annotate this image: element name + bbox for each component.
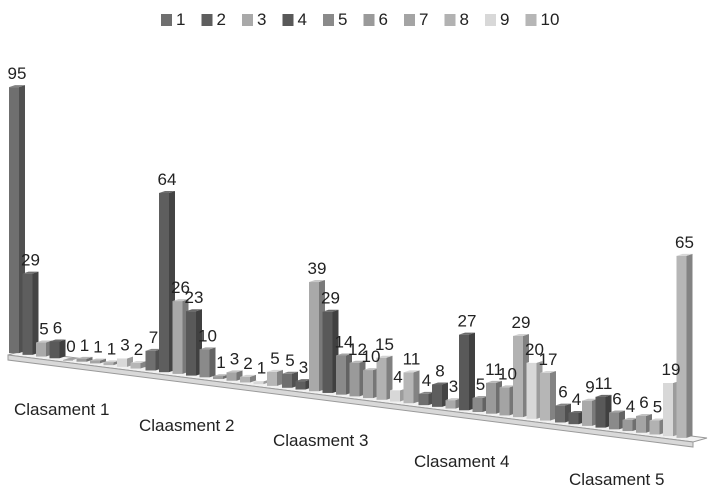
value-label-7-5: 6 bbox=[639, 393, 648, 412]
value-label-7-3: 10 bbox=[362, 347, 381, 366]
value-label-5-4: 5 bbox=[476, 375, 485, 394]
bar-10-4 bbox=[540, 370, 556, 421]
bar-10-5 bbox=[676, 253, 693, 438]
value-label-5-5: 6 bbox=[612, 390, 621, 409]
bar-4-1 bbox=[49, 339, 66, 359]
value-label-8-3: 15 bbox=[375, 335, 394, 354]
value-label-6-5: 4 bbox=[626, 397, 635, 416]
value-label-3-4: 3 bbox=[449, 377, 458, 396]
value-label-7-4: 10 bbox=[498, 364, 517, 383]
legend-swatch-8 bbox=[444, 14, 456, 26]
value-label-2-3: 3 bbox=[299, 358, 308, 377]
bar-6-1 bbox=[76, 356, 93, 362]
value-label-10-5: 65 bbox=[675, 233, 694, 252]
value-label-8-5: 5 bbox=[653, 397, 662, 416]
legend-swatch-5 bbox=[323, 14, 334, 26]
category-label-2: Claasment 2 bbox=[139, 416, 234, 435]
value-label-6-1: 1 bbox=[80, 336, 89, 355]
value-label-8-2: 2 bbox=[243, 354, 252, 373]
value-label-2-4: 8 bbox=[435, 361, 444, 380]
value-label-5-3: 14 bbox=[335, 332, 354, 351]
value-label-3-3: 39 bbox=[308, 259, 327, 278]
value-label-1-4: 4 bbox=[422, 371, 431, 390]
bar-5-1 bbox=[63, 357, 79, 361]
value-label-6-4: 11 bbox=[485, 360, 503, 379]
legend-label-8: 8 bbox=[460, 10, 469, 29]
value-label-5-1: 0 bbox=[66, 337, 75, 356]
category-label-4: Clasament 4 bbox=[414, 452, 509, 471]
category-label-5: Clasament 5 bbox=[569, 470, 664, 488]
bar-8-2 bbox=[240, 374, 256, 383]
value-label-7-2: 3 bbox=[230, 349, 239, 368]
bar-2-1 bbox=[22, 271, 39, 355]
legend-swatch-2 bbox=[201, 14, 213, 26]
value-label-3-1: 5 bbox=[39, 320, 48, 339]
legend-label-6: 6 bbox=[379, 10, 388, 29]
legend-label-10: 10 bbox=[541, 10, 560, 29]
bar-10-3 bbox=[403, 370, 420, 404]
value-label-4-1: 6 bbox=[53, 318, 62, 337]
legend-swatch-9 bbox=[485, 14, 496, 26]
value-label-2-1: 29 bbox=[21, 251, 40, 270]
value-label-5-2: 10 bbox=[198, 326, 217, 345]
bar-10-2 bbox=[267, 369, 283, 386]
value-label-9-1: 3 bbox=[120, 335, 129, 354]
value-label-2-5: 4 bbox=[572, 390, 581, 409]
floor-edge bbox=[7, 354, 694, 448]
value-label-8-4: 29 bbox=[512, 313, 531, 332]
value-label-3-2: 26 bbox=[171, 278, 190, 297]
legend-swatch-7 bbox=[404, 14, 415, 26]
bar-5-2 bbox=[199, 347, 216, 378]
value-label-1-3: 5 bbox=[285, 351, 294, 370]
category-label-1: Clasament 1 bbox=[14, 400, 109, 419]
legend-swatch-6 bbox=[363, 14, 375, 26]
value-label-9-5: 19 bbox=[662, 360, 681, 379]
bars bbox=[9, 85, 693, 438]
value-label-10-4: 17 bbox=[539, 350, 558, 369]
legend-swatch-3 bbox=[242, 14, 253, 26]
value-label-10-2: 5 bbox=[270, 349, 279, 368]
bar-10-1 bbox=[130, 360, 147, 369]
legend-label-9: 9 bbox=[500, 10, 509, 29]
legend-swatch-4 bbox=[282, 14, 294, 26]
value-label-1-1: 95 bbox=[8, 64, 27, 83]
legend: 1 2 3 4 5 6 7 8 9 10 bbox=[161, 10, 559, 29]
value-label-8-1: 1 bbox=[107, 339, 116, 358]
value-label-1-5: 6 bbox=[558, 383, 567, 402]
value-label-7-1: 1 bbox=[93, 338, 102, 357]
value-label-4-4: 27 bbox=[458, 312, 477, 331]
value-label-4-3: 29 bbox=[321, 289, 340, 308]
category-label-3: Claasment 3 bbox=[273, 431, 368, 450]
value-label-10-1: 2 bbox=[134, 340, 143, 359]
value-label-4-5: 11 bbox=[595, 374, 613, 393]
legend-swatch-10 bbox=[525, 14, 537, 26]
bar-7-1 bbox=[90, 358, 106, 364]
bar-8-3 bbox=[376, 355, 393, 400]
legend-label-7: 7 bbox=[419, 10, 428, 29]
legend-label-3: 3 bbox=[257, 10, 266, 29]
value-label-10-3: 11 bbox=[403, 349, 421, 368]
value-label-9-3: 4 bbox=[393, 367, 402, 386]
value-label-4-2: 23 bbox=[185, 288, 204, 307]
value-label-3-5: 9 bbox=[585, 378, 594, 397]
value-label-1-2: 7 bbox=[149, 328, 158, 347]
value-label-9-2: 1 bbox=[257, 358, 266, 377]
legend-label-2: 2 bbox=[217, 10, 226, 29]
value-label-6-2: 1 bbox=[216, 353, 225, 372]
category-labels: Clasament 1 Claasment 2 Claasment 3 Clasame… bbox=[14, 400, 664, 488]
value-label-2-2: 64 bbox=[158, 170, 177, 189]
legend-swatch-1 bbox=[161, 14, 172, 26]
value-label-6-3: 12 bbox=[348, 340, 367, 359]
legend-label-5: 5 bbox=[338, 10, 347, 29]
legend-label-4: 4 bbox=[298, 10, 307, 29]
legend-label-1: 1 bbox=[176, 10, 185, 29]
value-label-9-4: 20 bbox=[525, 340, 544, 359]
bar-4-4 bbox=[459, 332, 475, 411]
